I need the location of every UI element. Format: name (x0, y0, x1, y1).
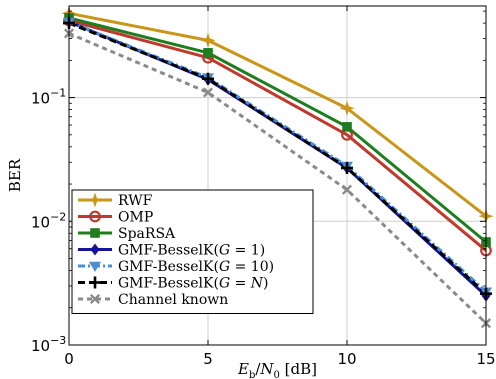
y-tick-label: 10−2 (31, 210, 66, 231)
legend-marker-0 (87, 192, 103, 208)
x-tick-label: 0 (64, 350, 74, 368)
x-tick-label: 10 (337, 350, 356, 368)
series-line-2 (68, 16, 487, 244)
x-axis-label: Eb/N0 [dB] (237, 360, 317, 379)
legend-label-5: GMF-BesselK(G = N) (118, 276, 269, 292)
legend-marker-2 (90, 228, 100, 238)
data-point-2-2 (342, 122, 352, 132)
legend-label-4: GMF-BesselK(G = 10) (118, 259, 274, 275)
axis-ticks: 0 5 10 15 10−1 10−2 10−3 (31, 6, 496, 368)
legend-label-1: OMP (118, 210, 153, 226)
series-lines (68, 11, 488, 325)
legend-marker-4 (89, 261, 101, 272)
x-tick-label: 5 (203, 350, 213, 368)
legend-box (71, 189, 314, 314)
legend-marker-6 (89, 293, 101, 305)
y-tick-label: 10−1 (31, 87, 66, 108)
x-tick-label: 15 (476, 350, 495, 368)
legend-label-0: RWF (118, 193, 153, 209)
series-line-5 (68, 21, 488, 295)
y-tick-label: 10−3 (31, 334, 66, 355)
legend-marker-3 (90, 243, 100, 256)
series-line-1 (68, 19, 487, 252)
data-point-0-1 (200, 32, 216, 48)
data-point-5-2 (341, 161, 353, 174)
data-point-6-2 (341, 184, 353, 195)
legend-label-6: Channel known (118, 292, 228, 308)
legend-label-2: SpaRSA (118, 226, 176, 242)
legend-marker-1 (89, 210, 101, 223)
data-point-6-1 (202, 87, 214, 98)
data-point-5-1 (202, 72, 214, 85)
data-point-2-1 (203, 48, 213, 58)
legend-marker-5 (89, 276, 101, 289)
y-axis-label: BER (6, 158, 24, 192)
series-line-0 (68, 11, 487, 218)
data-point-0-2 (339, 100, 355, 116)
series-line-6 (68, 32, 488, 325)
plot-frame (68, 5, 487, 346)
legend-label-3: GMF-BesselK(G = 1) (118, 243, 265, 259)
